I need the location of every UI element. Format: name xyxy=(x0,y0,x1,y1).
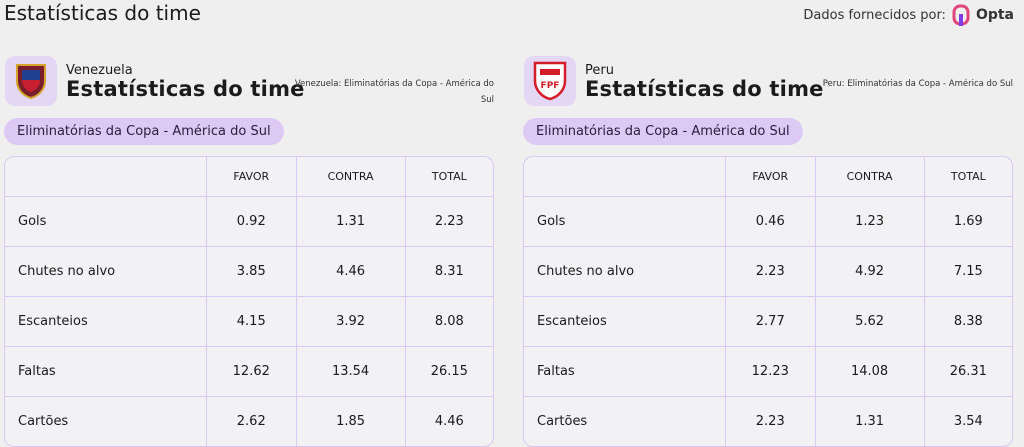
competition-note: Venezuela: Eliminatórias da Copa - Améri… xyxy=(294,79,494,105)
stat-label: Gols xyxy=(5,197,207,247)
competition-tag: Eliminatórias da Copa - América do Sul xyxy=(4,118,284,145)
stat-row: Gols 0.92 1.31 2.23 xyxy=(5,197,493,247)
column-header: FAVOR xyxy=(207,157,297,197)
stat-label: Cartões xyxy=(524,397,726,446)
stat-value: 12.62 xyxy=(207,347,297,397)
provider-name: Opta xyxy=(975,7,1014,23)
stat-value: 8.31 xyxy=(405,247,493,297)
team-name: Peru xyxy=(585,63,614,78)
stat-value: 13.54 xyxy=(296,347,406,397)
stat-label: Cartões xyxy=(5,397,207,446)
stat-row: Cartões 2.62 1.85 4.46 xyxy=(5,397,493,446)
stat-value: 1.31 xyxy=(296,197,406,247)
stat-label: Escanteios xyxy=(524,297,726,347)
stat-row: Cartões 2.23 1.31 3.54 xyxy=(524,397,1012,446)
column-header: TOTAL xyxy=(405,157,493,197)
header-row: FAVOR CONTRA TOTAL xyxy=(5,157,493,197)
stat-value: 0.92 xyxy=(207,197,297,247)
stats-table: FAVOR CONTRA TOTAL Gols 0.46 1.23 1.69 Chutes n… xyxy=(523,156,1013,447)
competition-note: Peru: Eliminatórias da Copa - América do… xyxy=(822,79,1013,89)
svg-text:FPF: FPF xyxy=(541,81,560,91)
stat-value: 4.92 xyxy=(815,247,925,297)
stat-label: Chutes no alvo xyxy=(524,247,726,297)
provider-label: Dados fornecidos por: xyxy=(803,7,946,23)
stat-value: 2.23 xyxy=(726,247,816,297)
team-logo: FPF xyxy=(524,56,576,106)
panel-title: Estatísticas do time xyxy=(66,77,305,101)
team-name: Venezuela xyxy=(66,63,133,78)
stat-label: Faltas xyxy=(524,347,726,397)
stat-value: 4.15 xyxy=(207,297,297,347)
stat-value: 26.15 xyxy=(405,347,493,397)
stat-value: 0.46 xyxy=(726,197,816,247)
stat-label: Chutes no alvo xyxy=(5,247,207,297)
stat-row: Escanteios 4.15 3.92 8.08 xyxy=(5,297,493,347)
stat-row: Chutes no alvo 3.85 4.46 8.31 xyxy=(5,247,493,297)
stat-value: 3.54 xyxy=(953,414,983,429)
stat-row: Faltas 12.62 13.54 26.15 xyxy=(5,347,493,397)
stat-row: Gols 0.46 1.23 1.69 xyxy=(524,197,1012,247)
header-row: FAVOR CONTRA TOTAL xyxy=(524,157,1012,197)
stat-value: 2.77 xyxy=(726,297,816,347)
stat-value: 4.46 xyxy=(296,247,406,297)
column-header: FAVOR xyxy=(726,157,816,197)
panel-title: Estatísticas do time xyxy=(585,77,824,101)
stat-value: 2.62 xyxy=(207,397,297,446)
column-header: TOTAL xyxy=(924,157,1012,197)
stat-value: 12.23 xyxy=(726,347,816,397)
stats-table: FAVOR CONTRA TOTAL Gols 0.92 1.31 2.23 Chutes n… xyxy=(4,156,494,447)
header-cell xyxy=(5,157,207,197)
stat-row: Escanteios 2.77 5.62 8.38 xyxy=(524,297,1012,347)
column-header: CONTRA xyxy=(815,157,925,197)
stat-value: 3.85 xyxy=(207,247,297,297)
header-cell xyxy=(524,157,726,197)
stat-row: Faltas 12.23 14.08 26.31 xyxy=(524,347,1012,397)
stat-label: Gols xyxy=(524,197,726,247)
stat-value: 1.31 xyxy=(816,397,925,446)
column-header: CONTRA xyxy=(296,157,406,197)
stat-value: 2.23 xyxy=(726,397,816,446)
stat-label: Escanteios xyxy=(5,297,207,347)
stat-row: Chutes no alvo 2.23 4.92 7.15 xyxy=(524,247,1012,297)
stat-value: 5.62 xyxy=(815,297,925,347)
stat-value: 8.08 xyxy=(405,297,493,347)
stat-value: 4.46 xyxy=(434,414,464,429)
stat-label: Faltas xyxy=(5,347,207,397)
stat-value: 1.85 xyxy=(297,397,406,446)
team-logo xyxy=(5,56,57,106)
stat-value: 3.92 xyxy=(296,297,406,347)
competition-tag: Eliminatórias da Copa - América do Sul xyxy=(523,118,803,145)
opta-icon xyxy=(952,4,970,26)
provider: Dados fornecidos por: Opta xyxy=(803,4,1014,26)
stat-value: 8.38 xyxy=(924,297,1012,347)
stat-value: 14.08 xyxy=(815,347,925,397)
page-title: Estatísticas do time xyxy=(4,1,201,25)
stat-value: 26.31 xyxy=(924,347,1012,397)
stat-value: 1.23 xyxy=(815,197,925,247)
stat-value: 1.69 xyxy=(924,197,1012,247)
stat-value: 7.15 xyxy=(924,247,1012,297)
stat-value: 2.23 xyxy=(405,197,493,247)
